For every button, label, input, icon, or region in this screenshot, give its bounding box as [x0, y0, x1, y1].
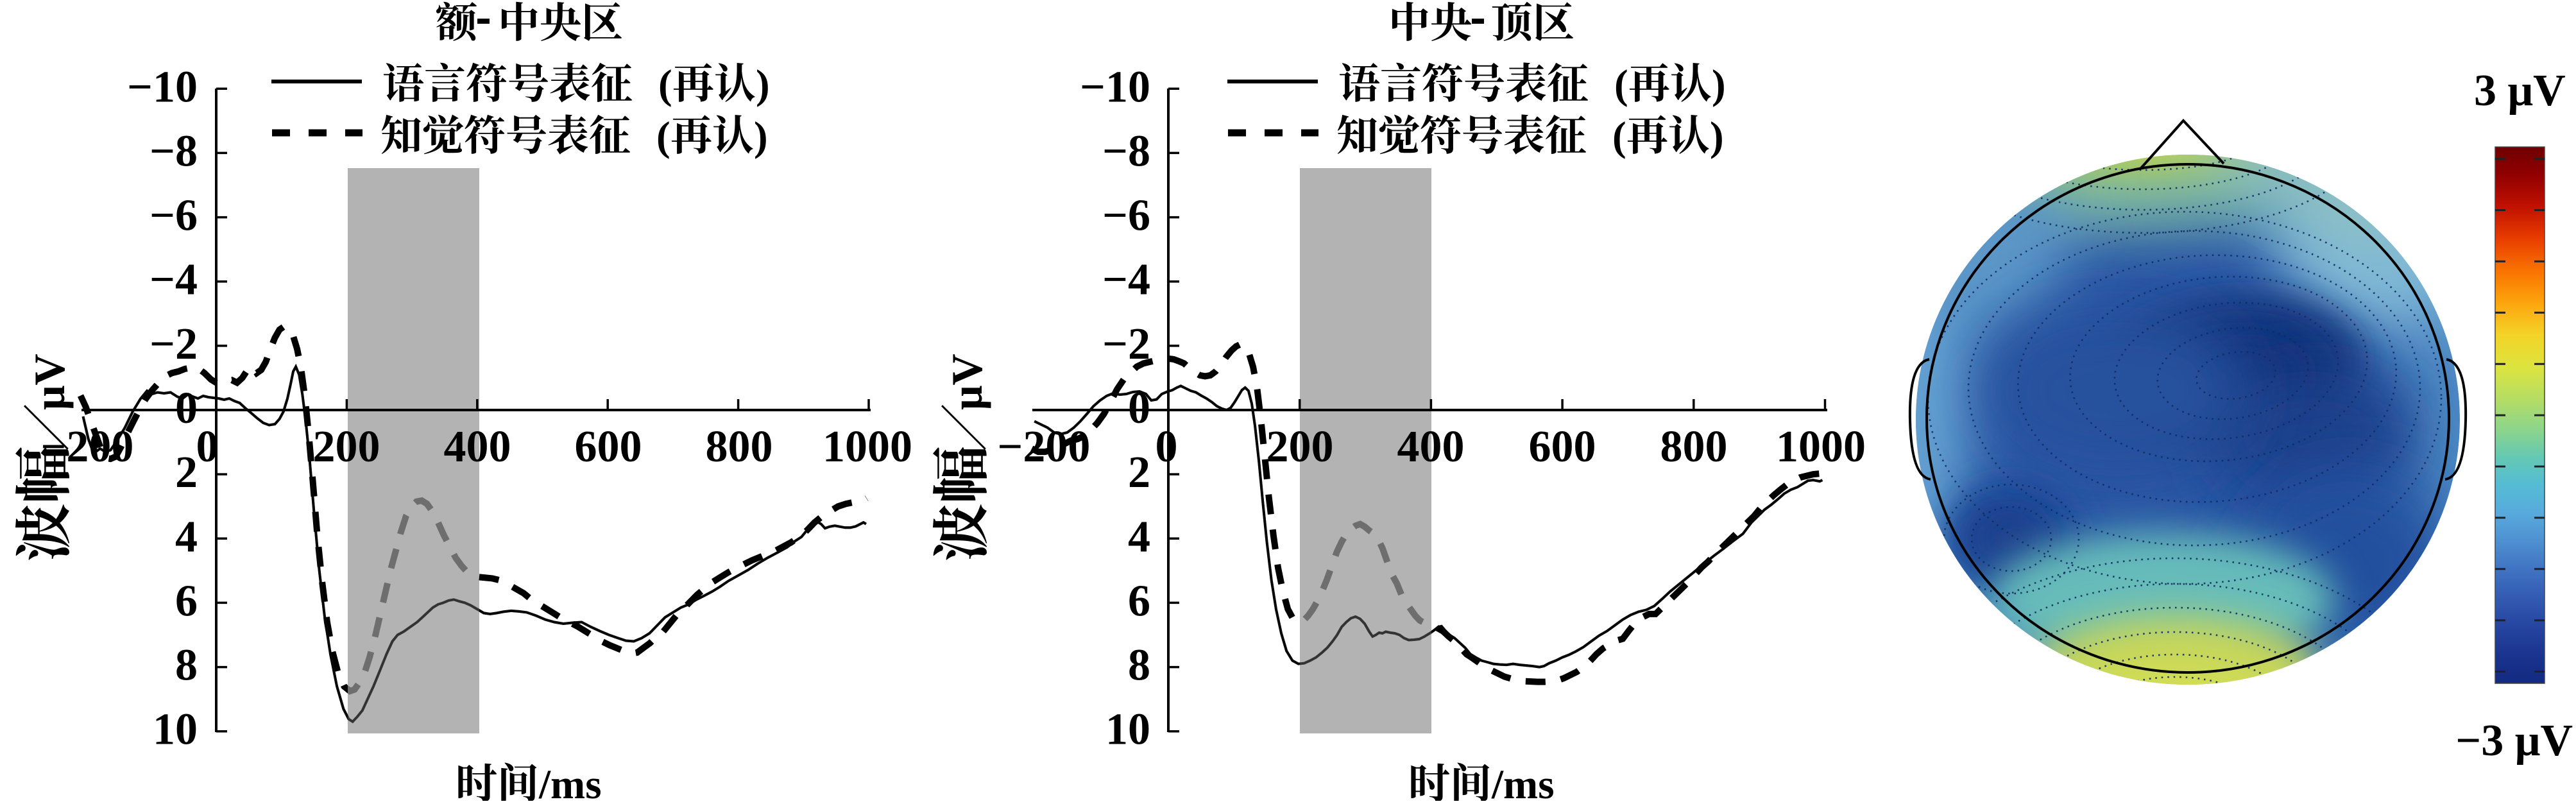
svg-text:200: 200	[313, 422, 380, 472]
svg-text:10: 10	[153, 705, 198, 755]
svg-text:): )	[756, 62, 770, 108]
svg-text:1000: 1000	[823, 422, 912, 472]
svg-text:6: 6	[175, 576, 198, 626]
svg-text:(: (	[1612, 114, 1626, 160]
svg-text:6: 6	[1128, 576, 1150, 626]
svg-text:−2: −2	[149, 320, 198, 369]
svg-text:/ms: /ms	[1491, 762, 1555, 801]
svg-text:−3 μV: −3 μV	[2455, 716, 2573, 766]
svg-text:−6: −6	[1102, 191, 1150, 241]
svg-text:0: 0	[1128, 384, 1150, 433]
svg-text:−4: −4	[149, 255, 198, 305]
svg-text:0: 0	[1156, 422, 1178, 472]
svg-text:8: 8	[1128, 641, 1150, 690]
svg-text:4: 4	[175, 512, 198, 561]
svg-text:4: 4	[1128, 512, 1150, 561]
svg-text:2: 2	[1128, 448, 1150, 497]
svg-text:0: 0	[175, 384, 198, 433]
svg-text:−10: −10	[1080, 62, 1150, 112]
svg-text:μV: μV	[943, 354, 991, 410]
svg-text:): )	[1712, 62, 1726, 108]
svg-text:): )	[1710, 114, 1724, 160]
svg-text:1000: 1000	[1776, 422, 1866, 472]
svg-text:−10: −10	[127, 62, 198, 112]
svg-text:(: (	[1614, 62, 1628, 108]
svg-text:(: (	[656, 114, 670, 160]
svg-text:−200: −200	[998, 422, 1091, 472]
svg-text:200: 200	[1267, 422, 1334, 472]
svg-text:(: (	[658, 62, 672, 108]
svg-text:2: 2	[175, 448, 198, 497]
svg-text:800: 800	[1660, 422, 1728, 472]
svg-text:3 μV: 3 μV	[2474, 66, 2566, 115]
svg-text:−8: −8	[1102, 126, 1150, 176]
svg-text:−8: −8	[149, 126, 198, 176]
svg-text:): )	[754, 114, 768, 160]
svg-text:/ms: /ms	[538, 762, 602, 801]
svg-text:400: 400	[444, 422, 511, 472]
svg-text:−6: −6	[149, 191, 198, 241]
svg-text:10: 10	[1105, 705, 1150, 755]
svg-text:600: 600	[1529, 422, 1596, 472]
svg-text:−4: −4	[1102, 255, 1150, 305]
svg-text:8: 8	[175, 641, 198, 690]
svg-text:800: 800	[706, 422, 773, 472]
svg-text:−2: −2	[1102, 320, 1150, 369]
svg-text:400: 400	[1397, 422, 1465, 472]
svg-text:600: 600	[575, 422, 642, 472]
svg-text:μV: μV	[25, 354, 74, 410]
svg-text:0: 0	[196, 422, 219, 472]
